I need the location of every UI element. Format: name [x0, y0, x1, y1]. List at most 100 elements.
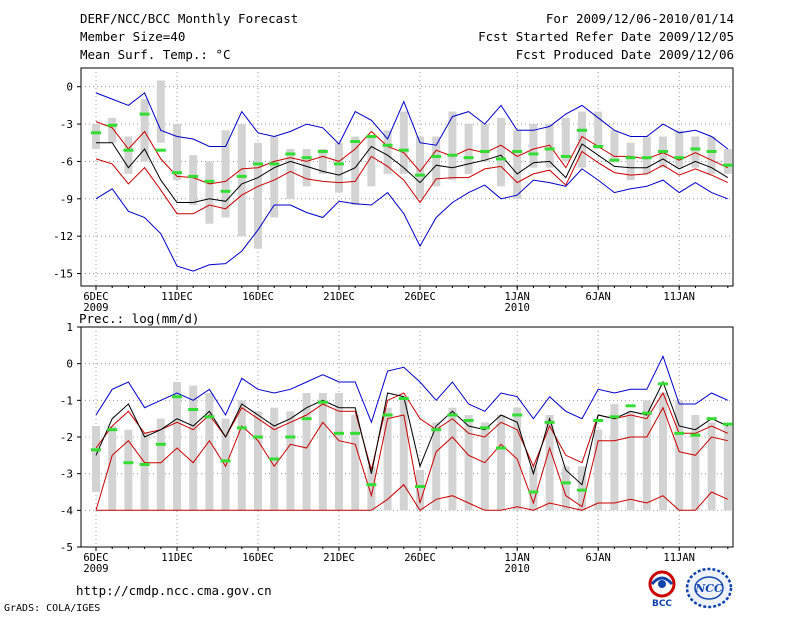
- observation-marker: [528, 152, 539, 156]
- chart-title: DERF/NCC/BCC Monthly Forecast: [80, 11, 299, 26]
- observation-marker: [722, 422, 733, 426]
- observation-marker: [560, 154, 571, 158]
- observation-marker: [236, 174, 247, 178]
- spread-bar: [335, 142, 343, 193]
- spread-bar: [578, 111, 586, 168]
- observation-marker: [577, 488, 587, 492]
- bcc-logo-text: BCC: [652, 599, 672, 608]
- spread-bar: [529, 124, 538, 168]
- spread-bar: [237, 400, 246, 511]
- observation-marker: [447, 153, 458, 157]
- spread-bar: [675, 130, 684, 168]
- series-line-lower: [95, 406, 728, 511]
- x-tick-label: 26DEC: [404, 291, 436, 303]
- observation-marker: [366, 483, 377, 487]
- observation-marker: [625, 156, 636, 160]
- observation-marker: [674, 156, 685, 160]
- observation-marker: [447, 413, 458, 417]
- observation-marker: [269, 162, 280, 166]
- spread-bar: [302, 393, 311, 511]
- observation-marker: [431, 154, 442, 158]
- observation-marker: [415, 173, 425, 177]
- spread-bar: [432, 136, 441, 187]
- observation-marker: [253, 162, 263, 166]
- spread-bar: [561, 466, 570, 511]
- observation-marker: [479, 426, 490, 430]
- source-url[interactable]: http://cmdp.ncc.cma.gov.cn: [76, 583, 272, 598]
- spread-bar: [399, 396, 408, 511]
- observation-marker: [220, 189, 231, 193]
- spread-bar: [626, 142, 635, 181]
- spread-bar: [610, 130, 619, 162]
- spread-bar: [513, 130, 522, 199]
- x-tick-label: 11DEC: [161, 552, 193, 564]
- observation-marker: [107, 123, 118, 127]
- observation-marker: [366, 135, 377, 139]
- observation-marker: [139, 112, 150, 116]
- y-tick-label: -1: [60, 394, 73, 407]
- y-tick-label: 0: [66, 81, 73, 94]
- x-tick-label: 16DEC: [242, 552, 274, 564]
- series-line-upper: [95, 121, 729, 185]
- spread-bar: [416, 470, 424, 511]
- observation-marker: [431, 428, 442, 432]
- spread-bar: [707, 422, 716, 511]
- observation-marker: [172, 395, 182, 399]
- observation-marker: [155, 148, 166, 152]
- observation-marker: [690, 433, 701, 437]
- observation-marker: [593, 419, 604, 422]
- spread-bar: [529, 466, 538, 511]
- x-tick-label: 1JAN: [505, 552, 530, 564]
- spread-bar: [205, 393, 214, 511]
- observation-marker: [204, 179, 215, 183]
- observation-marker: [609, 415, 620, 419]
- observation-marker: [463, 156, 474, 160]
- observation-marker: [690, 147, 701, 151]
- observation-marker: [123, 148, 134, 152]
- observation-marker: [706, 149, 717, 153]
- observation-marker: [544, 420, 555, 424]
- observation-marker: [91, 448, 101, 452]
- spread-bar: [367, 466, 376, 511]
- observation-marker: [188, 408, 199, 411]
- spread-bar: [383, 130, 392, 174]
- y-tick-label: -2: [60, 431, 73, 444]
- x-tick-label: 6JAN: [586, 552, 611, 564]
- observation-marker: [512, 149, 523, 153]
- spread-bar: [707, 136, 716, 174]
- spread-bar: [399, 111, 408, 174]
- observation-marker: [398, 397, 409, 400]
- spread-bar: [594, 111, 603, 149]
- spread-bar: [140, 99, 149, 162]
- series-line-min: [96, 483, 729, 512]
- observation-marker: [139, 463, 150, 466]
- spread-bar: [351, 415, 360, 511]
- spread-bar: [156, 80, 165, 143]
- panel-title: Prec.: log(mm/d): [79, 311, 199, 326]
- spread-bar: [561, 117, 570, 162]
- spread-bar: [286, 148, 295, 199]
- observation-marker: [350, 139, 361, 143]
- observation-marker: [593, 144, 604, 148]
- start-date-label: Fcst Started Refer Date 2009/12/05: [478, 29, 734, 44]
- y-tick-label: -15: [53, 268, 73, 281]
- observation-marker: [269, 457, 280, 461]
- observation-marker: [285, 152, 296, 156]
- y-tick-label: -5: [60, 541, 73, 554]
- observation-marker: [609, 158, 620, 162]
- spread-bar: [497, 415, 505, 511]
- x-tick-year: 2009: [83, 563, 108, 575]
- x-tick-label: 1JAN: [505, 291, 530, 303]
- spread-bar: [318, 393, 327, 511]
- x-tick-year: 2010: [505, 302, 530, 314]
- spread-bar: [221, 130, 230, 218]
- observation-marker: [123, 461, 134, 465]
- spread-bar: [108, 117, 117, 143]
- observation-marker: [674, 431, 685, 435]
- forecast-period: For 2009/12/06-2010/01/14: [545, 11, 734, 26]
- series-line-max: [95, 92, 729, 150]
- spread-bar: [448, 111, 457, 181]
